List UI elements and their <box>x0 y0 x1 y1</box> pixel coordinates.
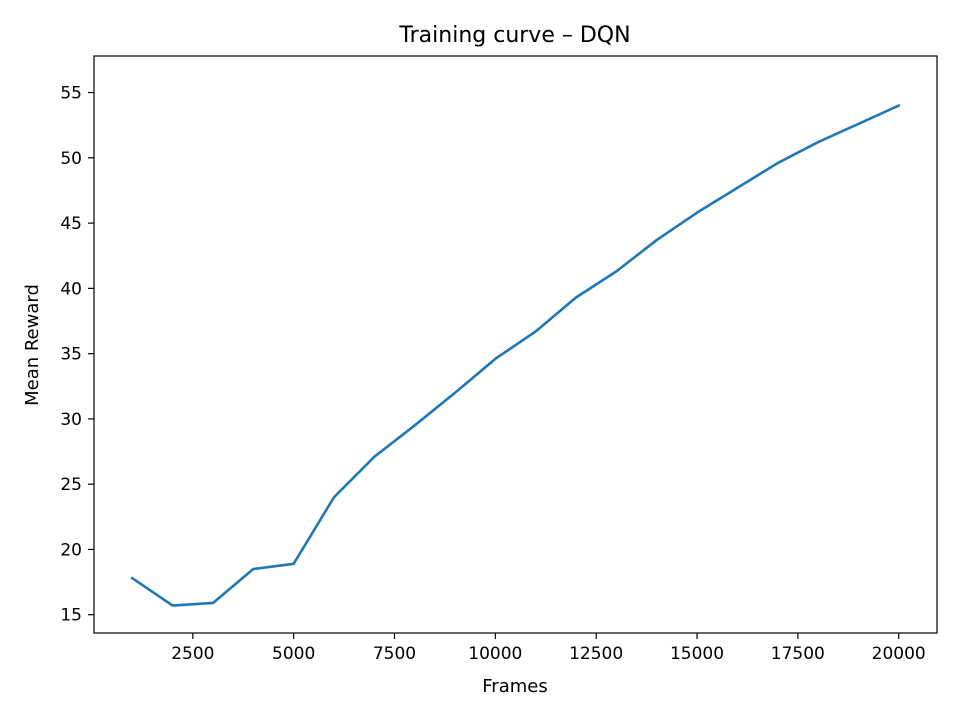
y-tick-label: 40 <box>60 279 82 299</box>
x-tick-label: 17500 <box>771 644 825 664</box>
y-tick-label: 50 <box>60 149 82 169</box>
y-tick-label: 55 <box>60 84 82 104</box>
y-tick-label: 25 <box>60 475 82 495</box>
x-tick-label: 20000 <box>872 644 926 664</box>
x-axis-ticks: 2500 5000 7500 10000 12500 15000 17500 20000 <box>171 633 926 664</box>
y-tick-label: 30 <box>60 410 82 430</box>
x-axis-label: Frames <box>482 676 547 697</box>
x-tick-label: 7500 <box>373 644 416 664</box>
x-tick-label: 15000 <box>670 644 724 664</box>
y-axis-label: Mean Reward <box>22 284 43 406</box>
y-tick-label: 35 <box>60 345 82 365</box>
x-tick-label: 10000 <box>468 644 522 664</box>
x-tick-label: 5000 <box>272 644 315 664</box>
y-tick-label: 20 <box>60 540 82 560</box>
y-tick-label: 45 <box>60 214 82 234</box>
x-tick-label: 2500 <box>171 644 214 664</box>
y-axis-ticks: 15 20 25 30 35 40 45 50 55 <box>60 84 94 626</box>
y-tick-label: 15 <box>60 606 82 626</box>
chart-title: Training curve – DQN <box>398 23 630 48</box>
plot-series <box>130 103 901 607</box>
x-tick-label: 12500 <box>569 644 623 664</box>
series-line-dqn <box>130 103 901 607</box>
plot-frame <box>93 55 938 634</box>
